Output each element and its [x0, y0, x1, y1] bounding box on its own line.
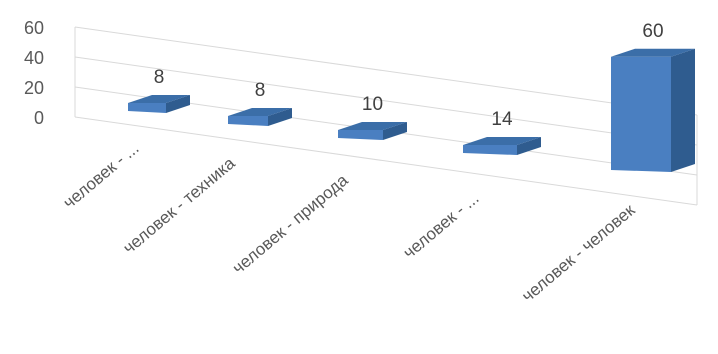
- bar-side: [383, 122, 407, 140]
- bar: [128, 95, 190, 113]
- data-label: 8: [255, 80, 266, 101]
- bar-side: [268, 108, 292, 126]
- gridline: [74, 116, 698, 206]
- bar: [611, 48, 695, 172]
- gridlines: [74, 26, 698, 206]
- y-axis-ticks: 0 20 40 60: [24, 18, 44, 128]
- bar-front: [128, 103, 166, 113]
- bar-top: [611, 48, 695, 57]
- bar-top: [228, 108, 292, 116]
- data-label: 8: [154, 67, 165, 88]
- y-tick-label: 0: [34, 108, 44, 128]
- category-label: человек - ...: [400, 189, 483, 263]
- bar: [338, 122, 407, 140]
- bar-front: [611, 56, 671, 172]
- data-label: 10: [362, 94, 383, 115]
- category-label: человек - техника: [120, 153, 239, 258]
- y-tick-label: 60: [24, 18, 44, 38]
- bar-front: [228, 116, 268, 126]
- bar-side: [517, 137, 541, 155]
- gridline: [74, 56, 698, 146]
- data-label: 60: [642, 21, 663, 42]
- bar-front: [338, 130, 383, 140]
- category-label: человек - ...: [60, 139, 143, 213]
- bar: [228, 108, 292, 126]
- bar-side: [671, 48, 695, 172]
- bar-top: [338, 122, 407, 130]
- y-tick-label: 20: [24, 78, 44, 98]
- bars: [128, 48, 695, 172]
- y-tick-label: 40: [24, 48, 44, 68]
- bar-side: [166, 95, 190, 113]
- category-label: человек - природа: [229, 170, 352, 278]
- bar-top: [128, 95, 190, 103]
- category-label: человек - человек: [518, 200, 639, 306]
- data-labels: 8 8 10 14 60: [154, 21, 664, 130]
- bar-top: [463, 137, 541, 145]
- bar: [463, 137, 541, 155]
- gridline: [74, 26, 698, 116]
- bar-front: [463, 145, 517, 155]
- data-label: 14: [491, 109, 513, 130]
